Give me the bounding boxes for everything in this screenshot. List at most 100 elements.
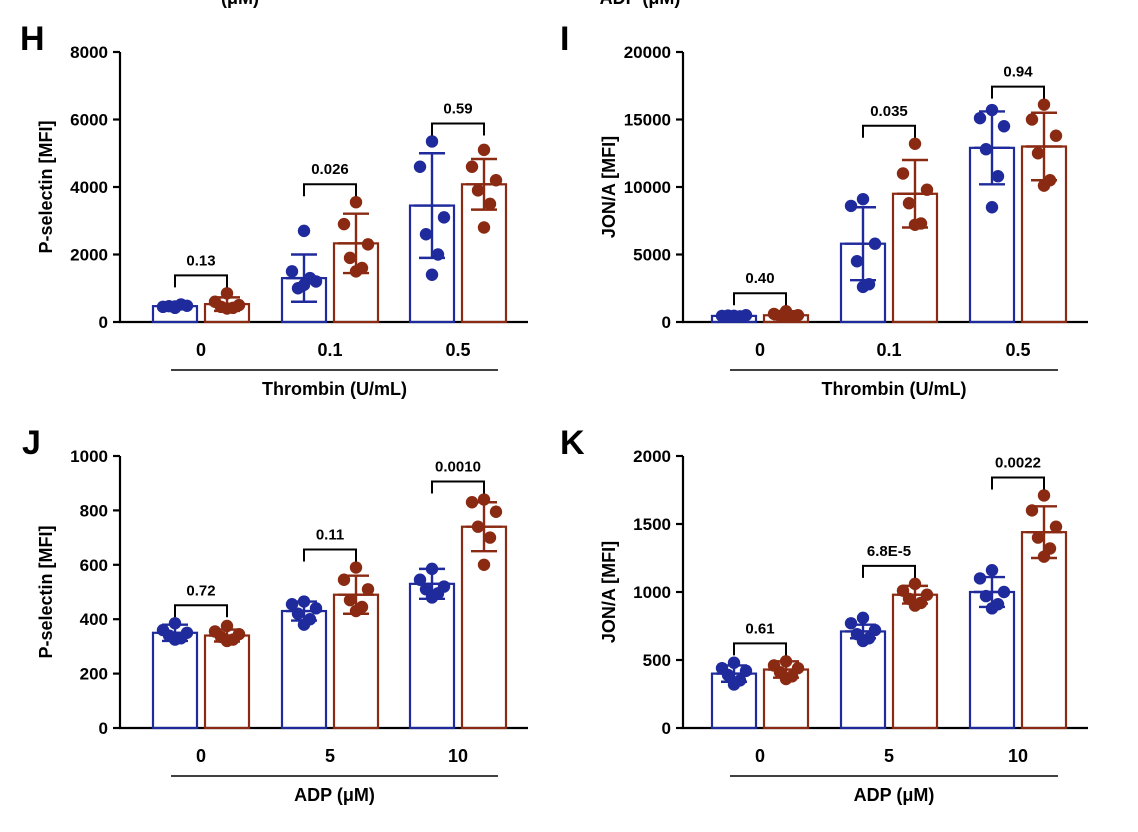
x-axis-label: ADP (μM)	[294, 785, 375, 805]
y-tick-label: 20000	[624, 43, 671, 62]
data-point	[779, 672, 793, 686]
data-point	[908, 137, 922, 150]
bar	[891, 593, 939, 730]
x-tick-label: 0	[196, 340, 206, 360]
data-point	[425, 562, 439, 576]
data-point	[1025, 504, 1039, 517]
data-point	[908, 577, 922, 591]
data-point	[985, 201, 999, 214]
x-tick-label: 0.1	[317, 340, 342, 360]
p-value-label: 0.72	[186, 582, 215, 599]
data-point	[220, 287, 234, 300]
x-tick-label: 0	[755, 340, 765, 360]
data-point	[489, 174, 503, 187]
data-point	[979, 143, 993, 156]
data-point	[285, 265, 299, 278]
p-value-label: 0.61	[745, 620, 774, 637]
data-point	[483, 531, 497, 544]
panel-label: K	[560, 424, 585, 462]
significance-bracket	[991, 476, 1045, 490]
data-point	[844, 199, 858, 213]
data-point	[1037, 489, 1051, 502]
data-point	[477, 221, 491, 234]
data-point	[856, 611, 870, 625]
y-tick-label: 0	[662, 313, 671, 332]
data-point	[297, 278, 311, 292]
y-axis-label: P-selectin [MFI]	[36, 120, 56, 253]
data-point	[489, 505, 503, 518]
data-point	[985, 103, 999, 117]
bar	[203, 634, 251, 730]
data-point	[337, 573, 351, 586]
data-point	[297, 618, 311, 631]
x-tick-label: 10	[1008, 746, 1028, 766]
data-point	[413, 160, 427, 173]
data-point	[431, 248, 445, 261]
y-tick-label: 6000	[70, 111, 108, 130]
data-point	[908, 218, 922, 231]
x-tick-label: 5	[884, 746, 894, 766]
y-tick-label: 10000	[624, 178, 671, 197]
data-point	[721, 668, 735, 682]
x-tick-label: 0.5	[445, 340, 470, 360]
y-tick-label: 1000	[633, 583, 671, 602]
data-point	[471, 184, 485, 197]
data-point	[349, 561, 363, 574]
data-point	[285, 598, 299, 611]
data-point	[168, 300, 182, 313]
y-tick-label: 0	[99, 719, 108, 738]
data-point	[856, 634, 870, 648]
p-value-label: 0.13	[186, 252, 215, 269]
data-point	[1049, 520, 1063, 533]
data-point	[477, 493, 491, 506]
y-tick-label: 2000	[633, 447, 671, 466]
significance-bracket	[991, 85, 1045, 99]
y-tick-label: 500	[643, 651, 671, 670]
significance-bracket	[174, 274, 228, 288]
data-point	[1037, 179, 1051, 192]
data-point	[220, 619, 234, 633]
y-tick-label: 800	[80, 501, 108, 520]
data-point	[1025, 113, 1039, 126]
chart-panel-k: K 0 500 1000 1500 2000 JON/A [MFI] 0 5 10 ADP (μM)…	[560, 424, 1088, 805]
data-point	[168, 617, 182, 630]
y-tick-label: 15000	[624, 111, 671, 130]
cropped-top-label-left: (μM)	[221, 0, 259, 8]
significance-bracket	[431, 480, 485, 494]
data-point	[997, 120, 1011, 133]
data-point	[349, 195, 363, 209]
data-point	[361, 238, 375, 251]
y-tick-label: 1500	[633, 515, 671, 534]
data-point	[844, 617, 858, 630]
data-point	[973, 111, 987, 125]
data-point	[1031, 147, 1045, 160]
data-point	[1031, 531, 1045, 544]
data-point	[779, 310, 793, 323]
data-point	[425, 135, 439, 148]
y-tick-label: 2000	[70, 246, 108, 265]
data-point	[739, 664, 753, 678]
p-value-label: 0.0010	[435, 459, 481, 476]
bar	[460, 525, 508, 730]
data-point	[483, 197, 497, 211]
data-point	[896, 167, 910, 180]
p-value-label: 6.8E-5	[867, 543, 911, 560]
data-point	[727, 309, 741, 322]
y-tick-label: 1000	[70, 447, 108, 466]
significance-bracket	[174, 604, 228, 618]
data-point	[902, 197, 916, 210]
data-point	[168, 633, 182, 646]
p-value-label: 0.59	[443, 100, 472, 117]
data-point	[477, 558, 491, 571]
data-point	[985, 564, 999, 577]
data-point	[465, 160, 479, 173]
y-tick-label: 200	[80, 665, 108, 684]
data-point	[856, 192, 870, 206]
data-point	[920, 183, 934, 196]
x-tick-label: 5	[325, 746, 335, 766]
y-axis-label: P-selectin [MFI]	[36, 525, 56, 658]
p-value-label: 0.026	[311, 161, 349, 178]
x-axis-label: ADP (μM)	[854, 785, 935, 805]
data-point	[465, 496, 479, 509]
